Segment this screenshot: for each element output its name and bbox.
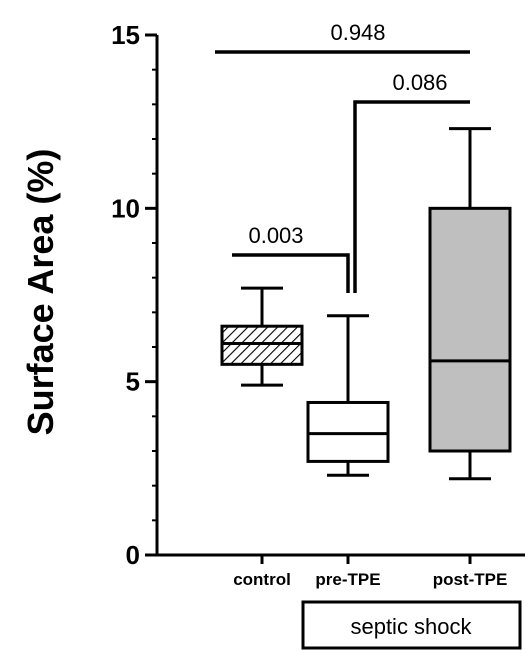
y-axis-label: Surface Area (%) — [20, 149, 61, 436]
bracket-control-vs-post-TPE: 0.948 — [215, 20, 470, 54]
x-ticks: control pre-TPE post-TPE — [233, 555, 507, 589]
y-tick-label-5: 5 — [126, 367, 140, 397]
x-tick-label-post-TPE: post-TPE — [433, 570, 508, 589]
box-iqr — [428, 206, 512, 453]
box-control — [220, 286, 304, 387]
significance-brackets: 0.003 0.086 0.948 — [215, 20, 470, 293]
p-value-label: 0.948 — [330, 20, 385, 45]
p-value-label: 0.003 — [248, 223, 303, 248]
boxes — [220, 127, 512, 481]
group-label-frame — [301, 600, 522, 650]
box-iqr — [220, 324, 304, 366]
bracket-pre-TPE-vs-post-TPE: 0.086 — [353, 70, 470, 293]
y-tick-label-10: 10 — [111, 193, 140, 223]
group-label-box: septic shock — [301, 600, 522, 650]
group-label-text: septic shock — [350, 614, 472, 639]
y-axis: 0 5 10 15 — [111, 20, 159, 570]
y-tick-label-0: 0 — [126, 540, 140, 570]
bracket-control-vs-pre-TPE: 0.003 — [232, 223, 350, 293]
p-value-label: 0.086 — [392, 70, 447, 95]
y-tick-label-15: 15 — [111, 20, 140, 50]
y-ticks: 0 5 10 15 — [111, 20, 157, 570]
x-tick-label-pre-TPE: pre-TPE — [315, 570, 380, 589]
box-post-TPE — [428, 127, 512, 481]
bracket-line — [353, 100, 470, 293]
bracket-line — [232, 253, 350, 293]
x-axis: control pre-TPE post-TPE — [157, 553, 525, 589]
box-pre-TPE — [306, 314, 390, 477]
box-iqr — [306, 400, 390, 463]
x-tick-label-control: control — [233, 570, 291, 589]
